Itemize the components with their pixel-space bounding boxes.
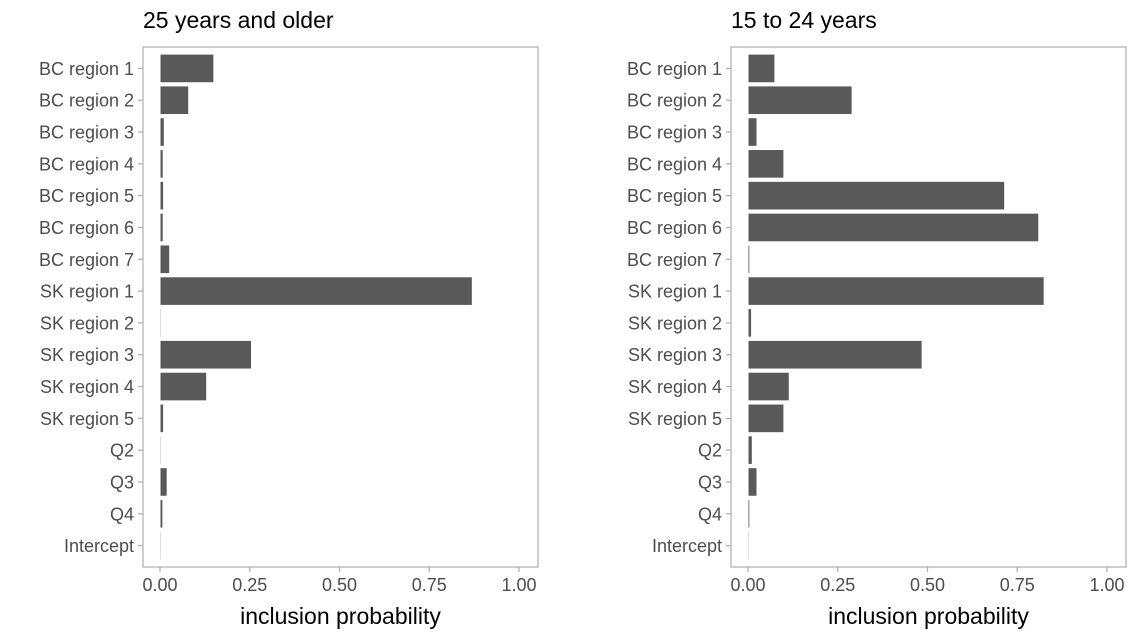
- category-label: BC region 1: [627, 59, 722, 79]
- x-axis-title: inclusion probability: [240, 603, 441, 629]
- category-label: SK region 2: [40, 313, 134, 333]
- x-tick-label: 1.00: [1089, 575, 1124, 595]
- x-tick-label: 0.75: [412, 575, 447, 595]
- x-tick-label: 0.50: [910, 575, 945, 595]
- category-label: SK region 3: [40, 345, 134, 365]
- category-label: Intercept: [64, 536, 134, 556]
- bar: [159, 212, 164, 243]
- panel-15-to-24: 15 to 24 years BC region 1BC region 2BC …: [627, 7, 1127, 629]
- value-axis: 0.00 0.25 0.50 0.75 1.00: [730, 567, 1125, 595]
- category-label: BC region 6: [627, 218, 722, 238]
- bar: [747, 212, 1040, 243]
- category-label: BC region 3: [627, 123, 722, 143]
- bar: [747, 435, 753, 465]
- category-label: Intercept: [652, 536, 722, 556]
- bar: [159, 339, 253, 370]
- bar: [159, 308, 162, 338]
- x-tick-label: 0.25: [820, 575, 855, 595]
- x-tick-label: 0.50: [322, 575, 357, 595]
- category-label: Q2: [698, 441, 722, 461]
- bar: [747, 371, 790, 402]
- bar: [159, 149, 164, 179]
- x-tick-label: 0.00: [730, 575, 765, 595]
- bar: [159, 85, 190, 116]
- bar: [747, 244, 751, 275]
- category-label: Q3: [110, 472, 134, 492]
- bar: [747, 53, 776, 84]
- category-label: BC region 5: [627, 186, 722, 206]
- bar: [747, 339, 923, 370]
- category-label: BC region 5: [39, 186, 134, 206]
- bar: [747, 308, 753, 338]
- bar: [159, 53, 215, 84]
- bar: [747, 117, 758, 147]
- category-label: BC region 3: [39, 123, 134, 143]
- bar: [159, 180, 165, 211]
- x-tick-label: 0.25: [232, 575, 267, 595]
- category-label: SK region 3: [628, 345, 722, 365]
- category-label: Q3: [698, 472, 722, 492]
- bar: [159, 530, 162, 561]
- x-tick-label: 1.00: [501, 575, 536, 595]
- category-axis: BC region 1 BC region 2 BC region 3 BC regi…: [627, 59, 731, 556]
- bar: [747, 85, 853, 116]
- bar: [159, 403, 165, 434]
- bar: [159, 244, 171, 275]
- category-label: BC region 2: [627, 91, 722, 111]
- category-label: SK region 5: [40, 409, 134, 429]
- x-axis-title: inclusion probability: [828, 603, 1029, 629]
- panel-25-and-older: 25 years and older BC region 1BC region …: [39, 7, 539, 629]
- category-label: SK region 4: [40, 377, 134, 397]
- category-label: BC region 7: [39, 250, 134, 270]
- category-label: SK region 1: [628, 282, 722, 302]
- bar: [159, 498, 164, 529]
- bar-group: [747, 53, 1045, 561]
- category-axis: BC region 1 BC region 2 BC region 3 BC regi…: [39, 59, 143, 556]
- bar: [159, 371, 208, 402]
- category-label: Q4: [698, 504, 722, 524]
- bar-group: [159, 53, 473, 561]
- category-label: Q4: [110, 504, 134, 524]
- category-label: BC region 2: [39, 91, 134, 111]
- category-label: BC region 7: [627, 250, 722, 270]
- bar: [159, 467, 168, 497]
- bar: [747, 498, 751, 529]
- category-label: Q2: [110, 441, 134, 461]
- bar: [159, 117, 165, 147]
- bar: [747, 149, 785, 179]
- category-label: BC region 1: [39, 59, 134, 79]
- category-label: SK region 1: [40, 282, 134, 302]
- bar: [747, 276, 1045, 306]
- panel-title: 15 to 24 years: [731, 7, 877, 33]
- panel-title: 25 years and older: [143, 7, 334, 33]
- value-axis: 0.00 0.25 0.50 0.75 1.00: [142, 567, 537, 595]
- x-tick-label: 0.00: [142, 575, 177, 595]
- x-tick-label: 0.75: [1000, 575, 1035, 595]
- bar: [747, 180, 1006, 211]
- category-label: BC region 4: [627, 154, 722, 174]
- category-label: SK region 2: [628, 313, 722, 333]
- bar: [159, 276, 473, 306]
- category-label: BC region 4: [39, 154, 134, 174]
- bar: [747, 467, 758, 497]
- category-label: SK region 4: [628, 377, 722, 397]
- category-label: SK region 5: [628, 409, 722, 429]
- plot-area-border: [730, 46, 1127, 568]
- plot-area-border: [142, 46, 539, 568]
- bar: [159, 435, 162, 465]
- category-label: BC region 6: [39, 218, 134, 238]
- bar: [747, 530, 750, 561]
- bar: [747, 403, 785, 434]
